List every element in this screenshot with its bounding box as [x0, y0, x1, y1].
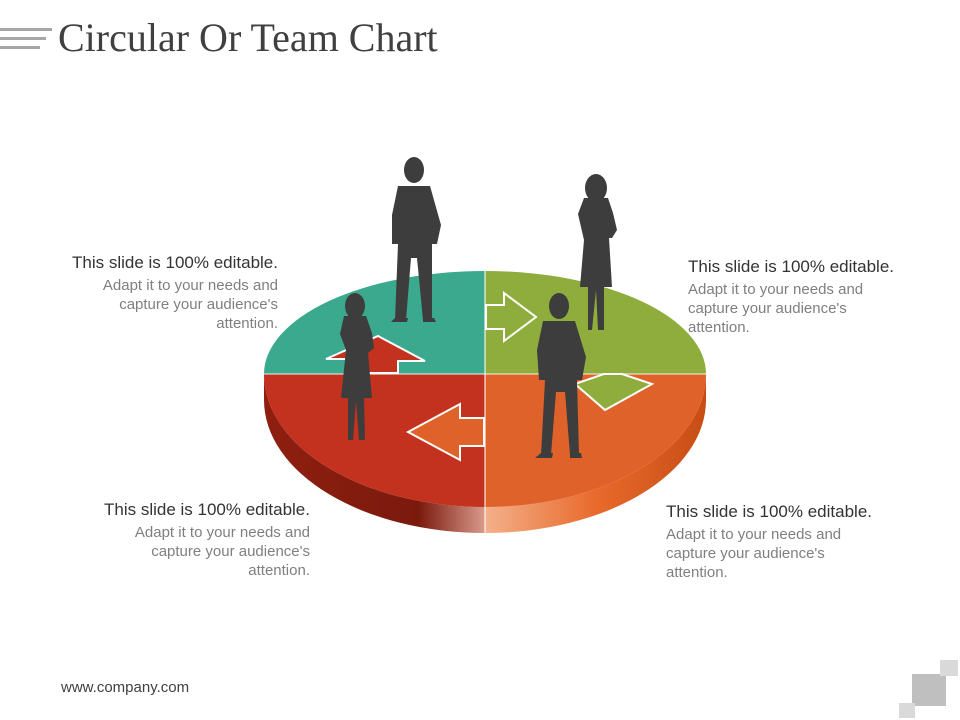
title-decoration — [0, 28, 52, 55]
quadrant-orange — [485, 374, 706, 507]
callout-heading: This slide is 100% editable. — [103, 500, 310, 519]
businessman-silhouette-icon — [535, 293, 586, 458]
callout-top-left: This slide is 100% editable. Adapt it to… — [18, 253, 278, 333]
callout-heading: This slide is 100% editable. — [688, 257, 895, 276]
disk-side-left — [264, 374, 485, 533]
callout-top-right: This slide is 100% editable. Adapt it to… — [688, 257, 948, 337]
callout-bottom-left: This slide is 100% editable. Adapt it to… — [50, 500, 310, 580]
footer-url: www.company.com — [61, 679, 190, 696]
slide-title: Circular Or Team Chart — [58, 15, 438, 60]
callout-body: Adapt it to your needs and capture your … — [134, 524, 310, 579]
businesswoman-silhouette-icon — [340, 293, 374, 440]
quadrant-red — [264, 374, 485, 507]
businessman-silhouette-icon — [391, 157, 441, 322]
arrow-down-icon — [573, 373, 655, 412]
callout-heading: This slide is 100% editable. — [666, 502, 873, 521]
arrow-left-icon — [405, 402, 485, 462]
callout-body: Adapt it to your needs and capture your … — [102, 277, 278, 332]
callout-body: Adapt it to your needs and capture your … — [666, 526, 842, 581]
disk-side-right — [485, 374, 706, 533]
callout-body: Adapt it to your needs and capture your … — [688, 281, 864, 336]
businesswoman-silhouette-icon — [578, 174, 617, 330]
callout-heading: This slide is 100% editable. — [71, 253, 278, 272]
callout-bottom-right: This slide is 100% editable. Adapt it to… — [666, 502, 926, 582]
arrow-right-icon — [485, 291, 538, 343]
